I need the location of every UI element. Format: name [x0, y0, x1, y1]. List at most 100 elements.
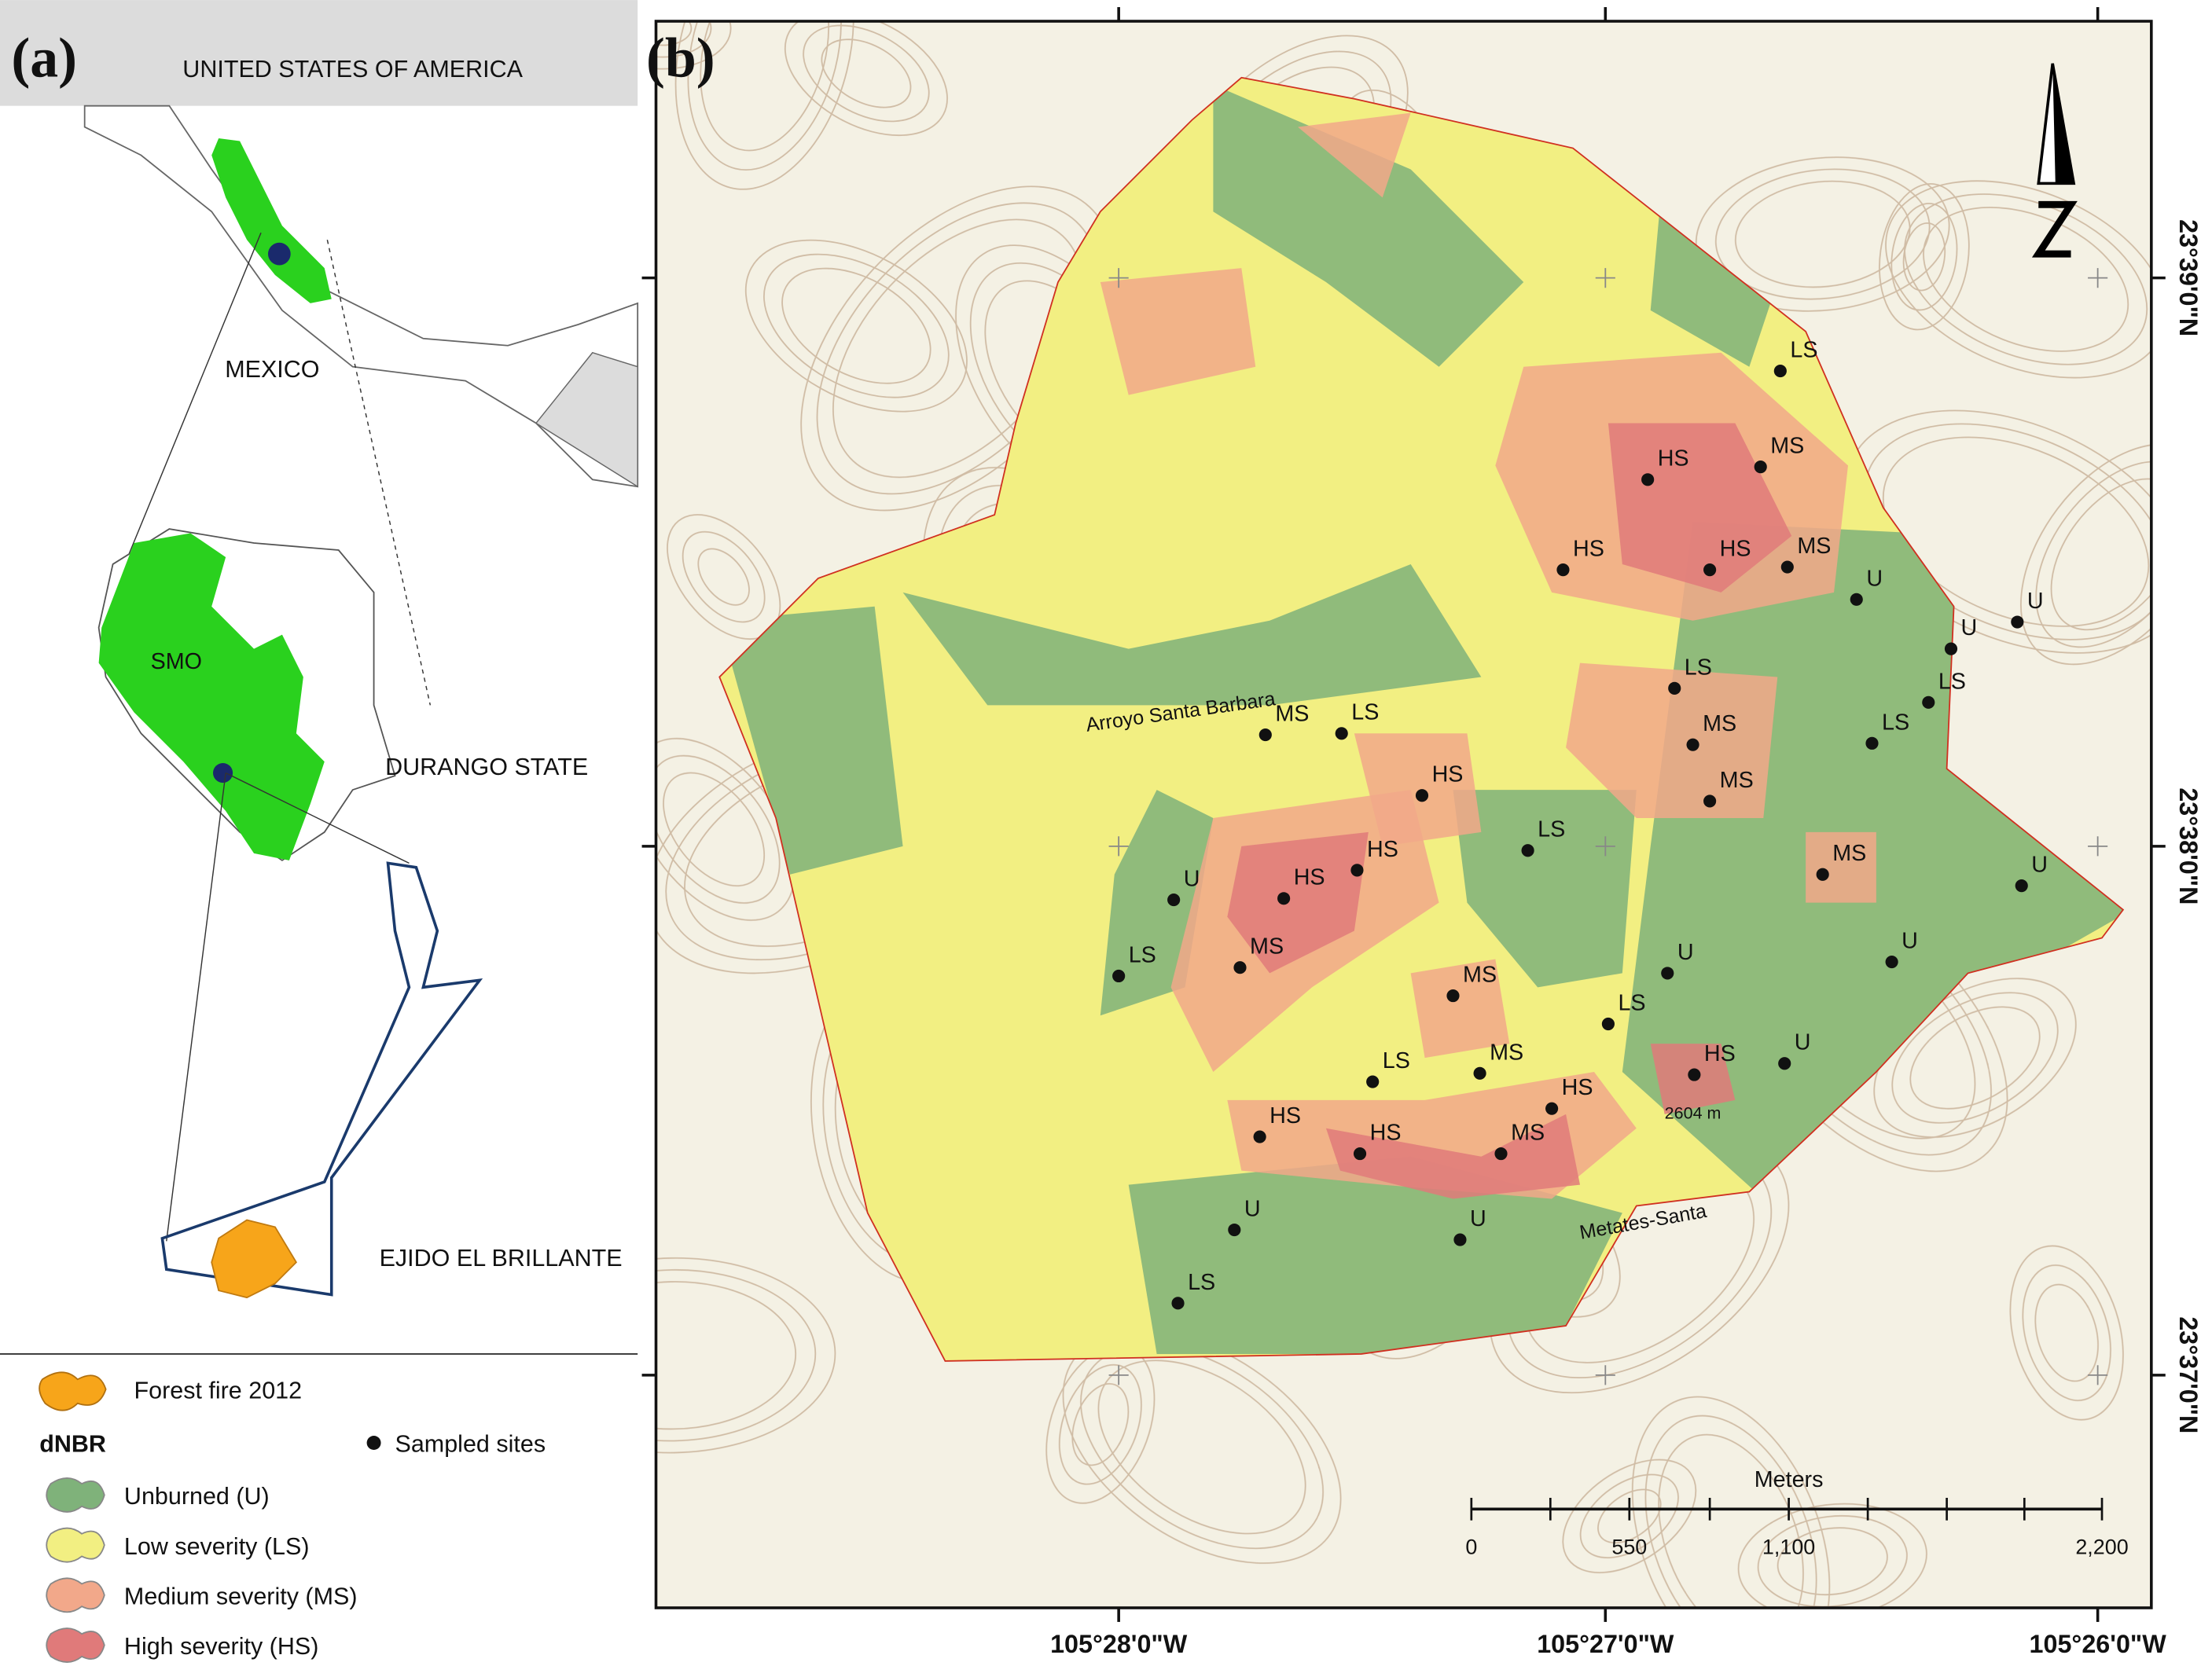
- site-label: LS: [1938, 669, 1966, 694]
- grid-cross: [1595, 836, 1615, 857]
- region-label: DURANGO STATE: [385, 754, 588, 780]
- site-point: [1453, 1233, 1467, 1246]
- site-label: HS: [1658, 446, 1689, 472]
- y-coord-label: 23°37'0"N: [2174, 1316, 2203, 1433]
- contour: [2034, 1283, 2099, 1382]
- zoom-line: [225, 772, 410, 864]
- site-label: HS: [1294, 865, 1325, 890]
- legend: Forest fire 2012 dNBR Sampled sites Unbu…: [39, 1371, 546, 1663]
- site-marker: [212, 762, 233, 783]
- legend-label: Forest fire 2012: [134, 1377, 302, 1404]
- x-coord-label: 105°28'0"W: [1050, 1630, 1188, 1658]
- frame: [654, 20, 2153, 1609]
- severity-patch: [1410, 959, 1510, 1059]
- contour: [1579, 1473, 1679, 1559]
- site-label: LS: [1188, 1270, 1215, 1295]
- site-label: U: [2031, 853, 2048, 878]
- contour: [2050, 478, 2151, 631]
- site-point: [1350, 864, 1364, 877]
- legend-label: Low severity (LS): [124, 1533, 310, 1560]
- country-label: MEXICO: [225, 356, 319, 383]
- site-label: HS: [1432, 762, 1464, 787]
- site-label: U: [1470, 1206, 1486, 1231]
- severity-patch: [902, 563, 1482, 706]
- site-label: MS: [1720, 768, 1754, 793]
- site-point: [1228, 1223, 1241, 1237]
- site-label: HS: [1270, 1103, 1301, 1128]
- site-point: [1277, 892, 1291, 905]
- contour: [821, 39, 912, 108]
- x-coord-label: 105°26'0"W: [2030, 1630, 2167, 1658]
- site-point: [1415, 789, 1429, 802]
- contour: [2022, 1264, 2111, 1401]
- legend-icon: [46, 1577, 105, 1613]
- site-point: [1703, 794, 1717, 808]
- site-point: [1885, 955, 1898, 969]
- site-point: [2011, 615, 2024, 629]
- site-label: LS: [1351, 700, 1379, 725]
- severity-patch: [1227, 831, 1369, 974]
- legend-label: Unburned (U): [124, 1483, 270, 1510]
- contour: [1734, 180, 1911, 288]
- contour: [1909, 1006, 2041, 1110]
- scale-label: 550: [1611, 1536, 1647, 1559]
- panel-label: (a): [11, 26, 77, 89]
- central-america: [535, 351, 638, 488]
- site-label: U: [1961, 615, 1978, 640]
- contour: [1904, 193, 2148, 365]
- scale-bar: Meters 0 550 1,100 2,200: [1465, 1467, 2128, 1559]
- site-label: MS: [1250, 934, 1284, 960]
- contour: [2019, 443, 2151, 666]
- site-label: MS: [1770, 434, 1804, 459]
- grid-cross: [1595, 1365, 1615, 1385]
- severity-patch: [1453, 790, 1637, 988]
- legend-label: Medium severity (MS): [124, 1583, 358, 1609]
- contour: [1080, 1345, 1325, 1550]
- site-point: [1253, 1130, 1266, 1143]
- legend-title: dNBR: [39, 1431, 106, 1458]
- grid-cross: [1108, 1365, 1129, 1385]
- contour: [656, 21, 693, 46]
- contour: [1097, 1360, 1306, 1535]
- site-label: MS: [1275, 702, 1309, 727]
- legend-icon: [46, 1527, 105, 1563]
- site-point: [1556, 563, 1570, 577]
- severity-patch: [1806, 831, 1876, 903]
- contour: [1062, 1330, 1342, 1565]
- grid-cross: [1108, 836, 1129, 857]
- site-point: [1668, 681, 1681, 695]
- contour: [781, 267, 931, 384]
- contour: [1644, 1415, 1817, 1608]
- scale-title: Meters: [1755, 1467, 1824, 1492]
- contour: [682, 530, 766, 623]
- contour: [1071, 1382, 1130, 1466]
- contour: [656, 737, 796, 921]
- site-point: [1850, 593, 1863, 606]
- site-label: U: [1184, 867, 1200, 892]
- severity-patch: [1608, 423, 1792, 593]
- north-arrow: [2031, 63, 2078, 258]
- contour: [1882, 436, 2150, 627]
- grid-cross: [2088, 836, 2108, 857]
- grid-cross: [1108, 268, 1129, 288]
- contour: [656, 21, 732, 70]
- ejido-outline: [160, 861, 483, 1297]
- scale-label: 0: [1465, 1536, 1477, 1559]
- site-point: [1494, 1147, 1508, 1161]
- site-label: LS: [1882, 710, 1909, 735]
- severity-patch: [719, 606, 903, 875]
- site-point: [1545, 1102, 1559, 1115]
- site-label: HS: [1367, 837, 1398, 862]
- contour: [1777, 1527, 1888, 1596]
- contour: [674, 21, 854, 190]
- grid-cross: [2088, 1365, 2108, 1385]
- usa-area: [0, 0, 638, 106]
- region-label: SMO: [151, 649, 202, 674]
- site-label: LS: [1685, 655, 1712, 680]
- site-label: LS: [1618, 990, 1645, 1015]
- contour: [1737, 1503, 1927, 1608]
- site-point: [1661, 967, 1674, 980]
- site-label: HS: [1720, 537, 1751, 562]
- site-point: [1112, 969, 1126, 983]
